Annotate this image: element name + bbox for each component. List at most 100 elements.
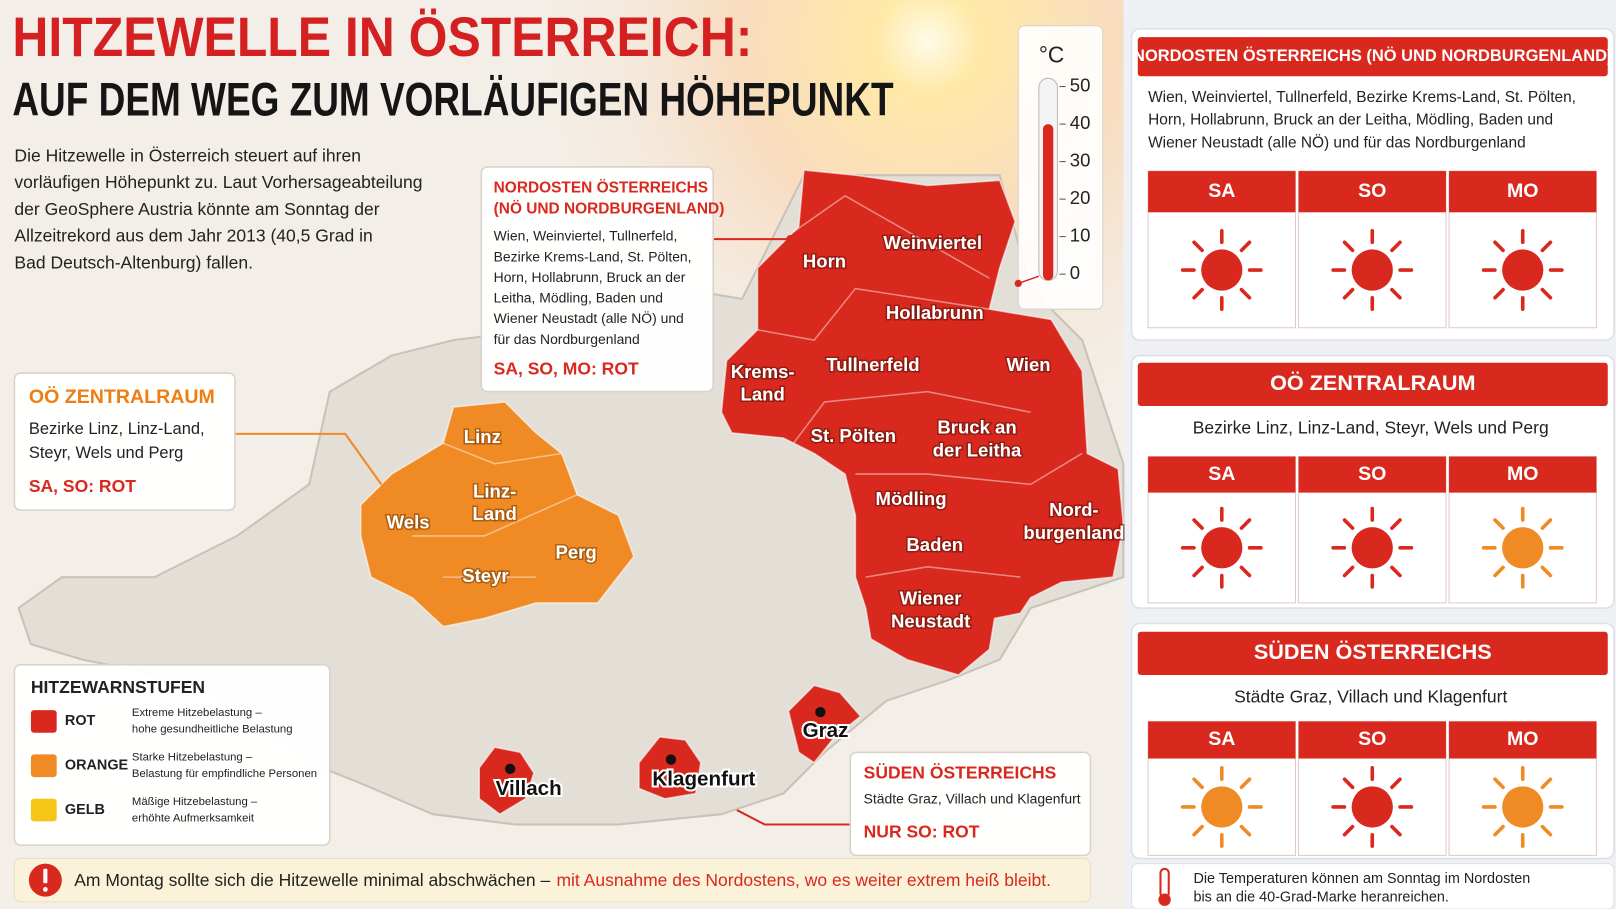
callout-box: [480, 166, 714, 393]
region-label: Tullnerfeld: [826, 354, 919, 375]
sun-ray: [1390, 565, 1402, 578]
subtitle: AUF DEM WEG ZUM VORLÄUFIGEN HÖHEPUNKT: [12, 74, 893, 127]
sun-ray: [1493, 824, 1505, 837]
city-area: [787, 684, 862, 764]
region-label: Weinviertel: [883, 232, 982, 253]
day-label: SA: [1208, 180, 1235, 202]
sun-ray: [1239, 518, 1252, 530]
callout-title: NORDOSTEN ÖSTERREICHS: [494, 180, 708, 197]
district-border: [412, 493, 578, 537]
sun-ray: [1239, 824, 1252, 837]
region-label: Wiener: [900, 588, 962, 609]
tick-label: 40: [1070, 112, 1091, 133]
legend-name: ROT: [65, 713, 96, 729]
tick-label: 30: [1070, 150, 1091, 171]
tick-label: 10: [1070, 225, 1091, 246]
day-header: [1298, 171, 1446, 213]
region-label: Nord-: [1049, 499, 1098, 520]
legend-name: ORANGE: [65, 758, 129, 774]
sun-ray: [1493, 565, 1505, 578]
connector: [234, 432, 383, 485]
callout-body: Leitha, Mödling, Baden und: [494, 290, 663, 306]
intro-line: Die Hitzewelle in Österreich steuert auf…: [14, 145, 361, 165]
district-border: [865, 566, 1021, 578]
footnote-line: Die Temperaturen können am Sonntag im No…: [1193, 871, 1530, 887]
region-label: Graz: [803, 719, 849, 742]
forecast-title: OÖ ZENTRALRAUM: [1270, 370, 1475, 395]
sun-ray: [1390, 240, 1402, 253]
sun-ray: [1342, 518, 1355, 530]
district-border: [442, 442, 562, 465]
region-label: Steyr: [462, 565, 508, 586]
tick-label: 20: [1070, 187, 1091, 208]
legend-desc: Extreme Hitzebelastung –: [132, 707, 262, 719]
legend-swatch: [30, 710, 57, 733]
notice-highlight: mit Ausnahme des Nordostens, wo es weite…: [556, 870, 1051, 890]
forecast-description: Städte Graz, Villach und Klagenfurt: [1234, 686, 1507, 706]
callout-body: Städte Graz, Villach und Klagenfurt: [864, 790, 1081, 806]
forecast-header: [1137, 362, 1608, 407]
sun-ray: [1493, 287, 1505, 300]
legend-desc: erhöhte Aufmerksamkeit: [132, 812, 255, 824]
region-label: burgenland: [1023, 522, 1124, 543]
sun-ray: [1239, 287, 1252, 300]
forecast-header: [1137, 37, 1608, 77]
region-label: Wien: [1006, 354, 1050, 375]
city-area: [478, 746, 535, 816]
city-dot: [505, 763, 516, 774]
sun-ray: [1192, 287, 1204, 300]
region-label: Land: [473, 503, 517, 524]
region-label: der Leitha: [933, 439, 1022, 460]
forecast-title: SÜDEN ÖSTERREICHS: [1254, 639, 1492, 664]
thermometer-fill: [1042, 124, 1054, 281]
callout-body: für das Nordburgenland: [494, 331, 640, 347]
legend-title: HITZEWARNSTUFEN: [31, 677, 205, 697]
region-label: Linz: [464, 426, 501, 447]
region-label: Hollabrunn: [886, 302, 984, 323]
callout-title: (NÖ UND NORDBURGENLAND): [494, 200, 725, 217]
region-label: Villach: [496, 777, 562, 800]
day-header: [1148, 456, 1296, 493]
legend-swatch: [30, 754, 57, 778]
notice-icon-dot: [42, 887, 48, 892]
day-label: MO: [1507, 463, 1539, 485]
sun-ray: [1192, 518, 1204, 530]
forecast-description: Wiener Neustadt (alle NÖ) und für das No…: [1148, 133, 1526, 151]
sun-ray: [1239, 565, 1252, 578]
day-label: SO: [1358, 180, 1386, 202]
intro-line: der GeoSphere Austria könnte am Sonntag …: [14, 199, 379, 219]
region-label: Bruck an: [937, 417, 1016, 438]
callout-body: Horn, Hollabrunn, Bruck an der: [494, 269, 686, 285]
region-label: Krems-: [731, 361, 795, 382]
forecast-title: NORDOSTEN ÖSTERREICHS (NÖ UND NORDBURGEN…: [1133, 46, 1612, 65]
notice-text: Am Montag sollte sich die Hitzewelle min…: [74, 870, 550, 890]
forecast-description: Wien, Weinviertel, Tullnerfeld, Bezirke …: [1148, 89, 1576, 106]
legend-desc: Belastung für empfindliche Personen: [132, 768, 317, 780]
legend-box: [13, 663, 331, 846]
day-header: [1449, 721, 1597, 759]
tick-label: 0: [1070, 262, 1080, 283]
zentralraum-area: [359, 401, 635, 628]
sun: [1351, 786, 1393, 828]
callout-status: SA, SO: ROT: [29, 476, 136, 496]
day-label: MO: [1507, 180, 1539, 202]
region-label: Baden: [906, 534, 963, 555]
sun: [1351, 527, 1393, 569]
city-area: [638, 736, 702, 800]
callout-body: Bezirke Linz, Linz-Land,: [29, 420, 205, 438]
region-label: Perg: [555, 541, 596, 562]
legend-swatch: [30, 798, 57, 822]
sun-ray: [1540, 287, 1553, 300]
day-header: [1298, 721, 1446, 759]
region-label: Klagenfurt: [652, 768, 755, 791]
callout-body: Wiener Neustadt (alle NÖ) und: [494, 309, 684, 326]
region-label: Linz-: [473, 481, 516, 502]
sun-ray: [1390, 777, 1402, 790]
sun-ray: [1192, 240, 1204, 253]
sun-ray: [1540, 518, 1553, 530]
district-border: [757, 287, 990, 341]
forecast-description: Horn, Hollabrunn, Bruck an der Leitha, M…: [1148, 112, 1553, 129]
day-header: [1449, 456, 1597, 493]
sun: [1502, 249, 1544, 291]
